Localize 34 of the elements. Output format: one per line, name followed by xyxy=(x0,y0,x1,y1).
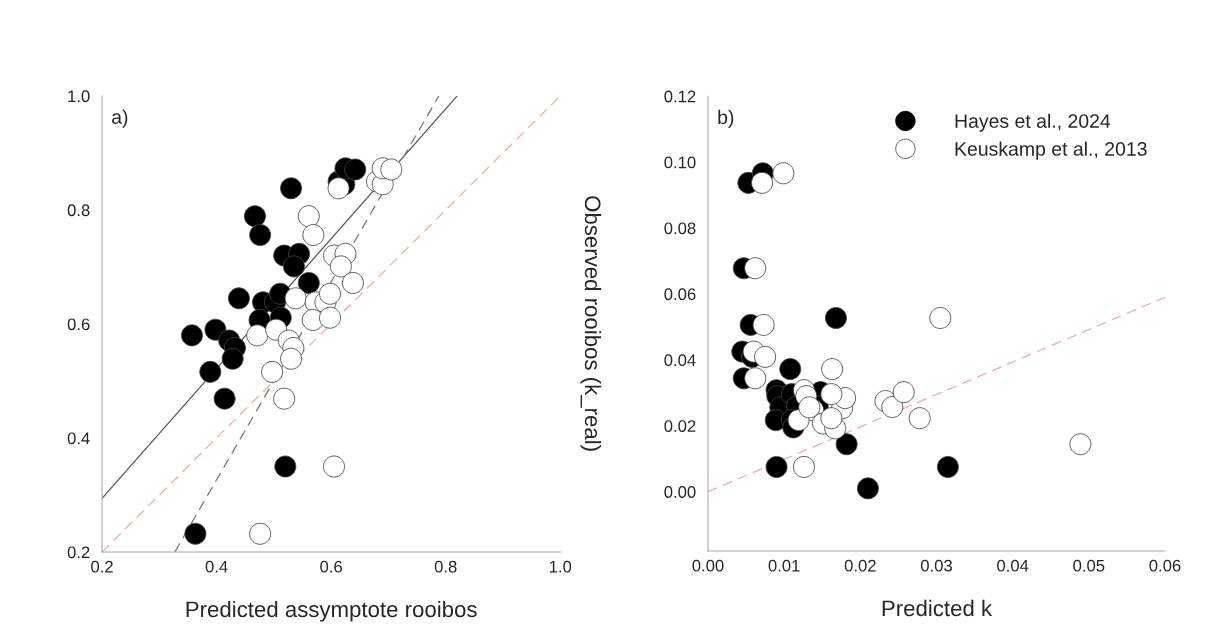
y-tick-label: 0.4 xyxy=(67,432,90,445)
y-tick-label: 0.2 xyxy=(67,546,90,559)
x-tick-label: 1.0 xyxy=(549,560,572,573)
x-tick-label: 0.06 xyxy=(1149,559,1181,572)
y-axis-title: Observed rooibos (k_real) xyxy=(580,196,602,451)
y-tick-label: 0.12 xyxy=(664,90,696,103)
y-tick-label: 0.6 xyxy=(67,318,90,331)
x-tick-label: 0.4 xyxy=(205,560,228,573)
y-tick-label: 0.02 xyxy=(664,420,696,432)
y-tick-label: 0.04 xyxy=(664,354,696,367)
legend-label: Hayes et al., 2024 xyxy=(955,113,1111,132)
x-tick-label: 0.01 xyxy=(768,559,800,572)
point xyxy=(779,358,802,381)
legend-label: Keuskamp et al., 2013 xyxy=(955,141,1147,160)
point xyxy=(221,347,244,370)
y-tick-label: 0.00 xyxy=(664,486,696,498)
annotation: a) xyxy=(112,109,128,128)
y-tick-label: 1.0 xyxy=(68,90,90,103)
y-tick-label: 0.8 xyxy=(67,204,90,217)
y-tick-label: 0.08 xyxy=(664,222,696,235)
x-tick-label: 0.6 xyxy=(320,560,342,573)
y-tick-label: 0.06 xyxy=(664,288,696,301)
x-tick-label: 0.02 xyxy=(844,559,876,572)
x-tick-label: 0.04 xyxy=(997,559,1029,572)
x-tick-label: 0.05 xyxy=(1073,559,1105,572)
x-tick-label: 0.2 xyxy=(91,560,113,573)
y-tick-label: 0.10 xyxy=(664,156,696,169)
x-axis-title: Predicted assymptote rooibos xyxy=(186,600,477,622)
x-tick-label: 0.8 xyxy=(434,560,457,573)
x-axis-title: Predicted k xyxy=(882,599,993,617)
x-tick-label: 0.03 xyxy=(920,559,952,572)
x-tick-label: 0.00 xyxy=(692,559,724,572)
point xyxy=(936,456,959,478)
annotation: b) xyxy=(718,109,734,128)
